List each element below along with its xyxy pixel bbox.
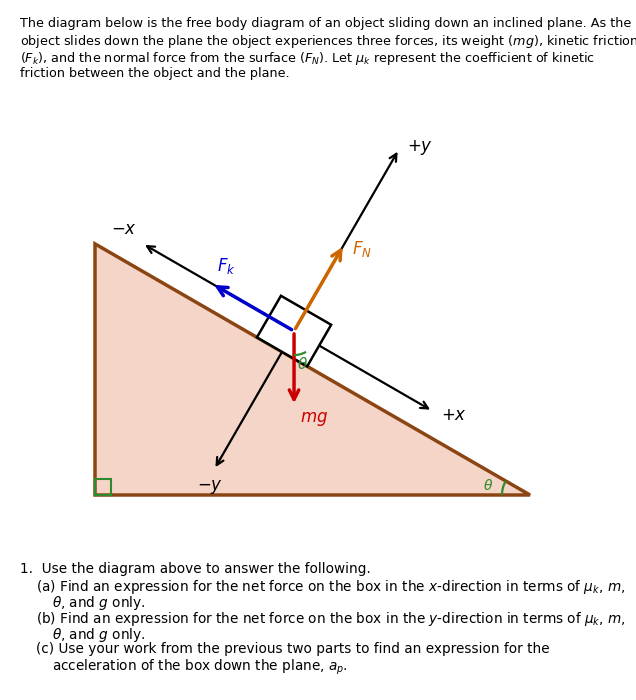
Text: acceleration of the box down the plane, $a_p$.: acceleration of the box down the plane, …	[52, 658, 348, 678]
Text: $\theta$, and $g$ only.: $\theta$, and $g$ only.	[52, 626, 146, 644]
Text: (c) Use your work from the previous two parts to find an expression for the: (c) Use your work from the previous two …	[36, 642, 550, 656]
Text: object slides down the plane the object experiences three forces, its weight ($m: object slides down the plane the object …	[20, 34, 636, 50]
Text: 1.  Use the diagram above to answer the following.: 1. Use the diagram above to answer the f…	[20, 562, 371, 576]
Text: ($F_k$), and the normal force from the surface ($F_N$). Let $\mu_k$ represent th: ($F_k$), and the normal force from the s…	[20, 50, 595, 67]
Text: $\theta$, and $g$ only.: $\theta$, and $g$ only.	[52, 594, 146, 612]
Polygon shape	[95, 244, 530, 495]
Text: $+x$: $+x$	[441, 406, 467, 424]
Text: $\theta$: $\theta$	[297, 356, 308, 372]
Text: $\theta$: $\theta$	[483, 477, 493, 493]
Text: $mg$: $mg$	[300, 410, 328, 428]
Text: friction between the object and the plane.: friction between the object and the plan…	[20, 66, 289, 80]
Text: (b) Find an expression for the net force on the box in the $y$-direction in term: (b) Find an expression for the net force…	[36, 610, 626, 628]
Polygon shape	[257, 296, 331, 366]
Text: $F_N$: $F_N$	[352, 239, 372, 260]
Text: (a) Find an expression for the net force on the box in the $x$-direction in term: (a) Find an expression for the net force…	[36, 578, 626, 596]
Text: $F_k$: $F_k$	[217, 256, 235, 276]
Text: $-x$: $-x$	[111, 220, 137, 237]
Text: $-y$: $-y$	[197, 477, 223, 496]
Text: $+y$: $+y$	[407, 138, 433, 157]
Bar	[95, 479, 111, 495]
Text: The diagram below is the free body diagram of an object sliding down an inclined: The diagram below is the free body diagr…	[20, 17, 632, 30]
